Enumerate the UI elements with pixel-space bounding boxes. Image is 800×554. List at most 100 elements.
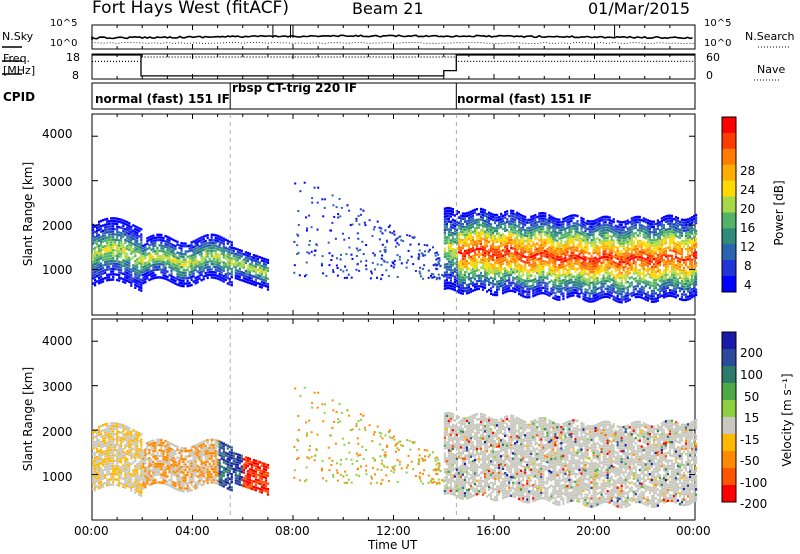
power-cell xyxy=(379,230,382,233)
power-cell xyxy=(498,237,501,240)
power-cell xyxy=(498,224,501,227)
power-cell xyxy=(486,290,489,293)
power-cell xyxy=(594,248,597,251)
power-cell xyxy=(582,279,585,282)
power-cell xyxy=(224,273,227,276)
velocity-cell xyxy=(106,446,109,450)
power-cell xyxy=(94,262,97,266)
power-cell xyxy=(664,217,667,221)
power-cell xyxy=(590,257,593,261)
power-cell xyxy=(508,239,511,242)
power-cell xyxy=(514,221,517,224)
power-cell xyxy=(438,259,441,262)
power-cell xyxy=(530,287,533,290)
nave-line xyxy=(92,56,695,62)
power-cell xyxy=(481,232,485,235)
power-cell xyxy=(122,235,125,238)
power-cell xyxy=(693,286,696,290)
power-cell xyxy=(689,235,692,239)
power-cell xyxy=(624,223,627,226)
power-cell xyxy=(518,274,521,277)
power-cell xyxy=(140,268,143,271)
power-cell xyxy=(616,300,619,303)
velocity-cell xyxy=(102,437,105,440)
power-cell xyxy=(602,247,605,251)
power-cell xyxy=(670,233,674,236)
power-cell xyxy=(242,266,245,269)
power-cell xyxy=(154,257,157,261)
power-cell xyxy=(162,260,165,264)
power-cell xyxy=(108,276,111,279)
power-cell xyxy=(626,240,629,244)
power-cell xyxy=(254,265,257,268)
power-cell xyxy=(536,271,539,275)
power-cell xyxy=(542,241,545,244)
power-cell xyxy=(252,267,255,270)
power-cell xyxy=(642,251,645,255)
power-cell xyxy=(126,274,129,277)
power-cell xyxy=(108,222,111,226)
power-cell xyxy=(443,250,446,253)
power-cell xyxy=(638,293,641,296)
power-cell xyxy=(534,230,537,233)
power-cell xyxy=(451,253,454,256)
power-cell xyxy=(467,246,471,249)
power-cell xyxy=(469,223,473,227)
velocity-cell xyxy=(92,460,95,464)
power-cell xyxy=(608,293,611,296)
power-cell xyxy=(449,260,452,263)
power-cell xyxy=(234,247,237,250)
power-cell xyxy=(471,230,475,234)
power-cell xyxy=(206,255,209,258)
power-cell xyxy=(520,251,523,254)
power-cell xyxy=(98,276,101,280)
power-cell xyxy=(582,239,585,242)
power-cell xyxy=(572,222,575,225)
power-cell xyxy=(461,279,464,282)
power-cell xyxy=(220,268,223,271)
power-cell xyxy=(536,293,539,296)
power-cell xyxy=(560,237,563,240)
power-cell xyxy=(336,257,338,260)
power-cell xyxy=(695,251,698,254)
velocity-cell xyxy=(104,439,107,442)
power-cell xyxy=(152,247,155,251)
power-cell xyxy=(548,249,551,252)
power-cell xyxy=(463,276,467,279)
power-cell xyxy=(451,213,454,216)
power-cell xyxy=(572,264,575,268)
power-cell xyxy=(532,281,535,284)
power-cell xyxy=(98,250,101,253)
power-cell xyxy=(262,276,266,279)
power-cell xyxy=(202,262,205,265)
power-cell xyxy=(526,258,529,262)
power-cell xyxy=(574,291,577,294)
power-cell xyxy=(608,277,611,280)
power-cell xyxy=(140,284,143,287)
power-cell xyxy=(566,253,569,256)
power-cell xyxy=(532,294,535,298)
power-cell xyxy=(586,262,589,265)
power-cell xyxy=(532,257,535,260)
power-cell xyxy=(238,265,241,268)
power-cell xyxy=(662,296,665,299)
power-cell xyxy=(512,260,515,263)
power-cell xyxy=(604,279,607,282)
power-cell xyxy=(500,223,503,226)
power-cell xyxy=(102,280,105,283)
power-cell xyxy=(453,240,456,244)
power-cell xyxy=(654,241,657,244)
power-cell xyxy=(662,237,665,240)
power-cell xyxy=(134,241,137,244)
power-cell xyxy=(449,263,452,266)
power-cell xyxy=(160,260,163,263)
power-cell xyxy=(502,217,505,220)
velocity-cell xyxy=(98,455,101,458)
power-cell xyxy=(461,244,464,247)
power-cell xyxy=(552,248,555,252)
power-cell xyxy=(116,249,119,252)
power-cell xyxy=(465,212,469,215)
power-cell xyxy=(578,274,581,277)
power-cell xyxy=(150,275,153,278)
power-cell xyxy=(220,236,223,239)
